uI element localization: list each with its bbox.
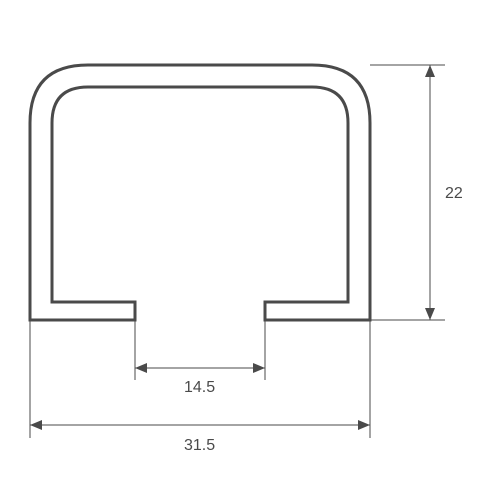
technical-drawing: 22 14.5 31.5 (0, 0, 500, 500)
dim-label-gap: 14.5 (184, 379, 215, 396)
dimension-height: 22 (370, 65, 463, 320)
profile-svg: 22 14.5 31.5 (0, 0, 500, 500)
arrow-gap-left (135, 363, 147, 373)
arrow-up (425, 65, 435, 77)
profile-shape (30, 65, 370, 320)
profile-path (30, 65, 370, 320)
dim-label-height: 22 (445, 185, 463, 202)
arrow-gap-right (253, 363, 265, 373)
arrow-width-right (358, 420, 370, 430)
arrow-down (425, 308, 435, 320)
dimension-gap: 14.5 (135, 320, 265, 396)
dim-label-width: 31.5 (184, 437, 215, 454)
arrow-width-left (30, 420, 42, 430)
